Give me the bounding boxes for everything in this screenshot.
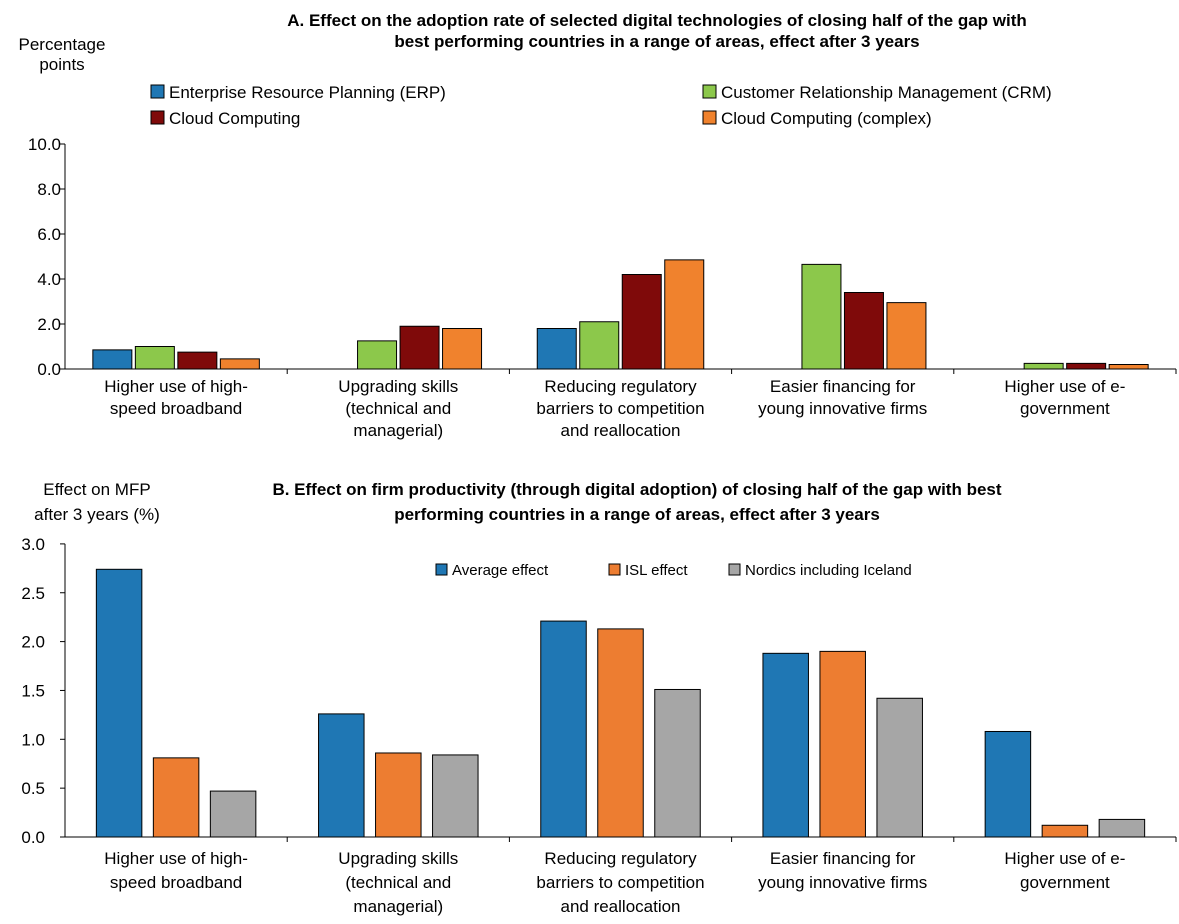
x-tick-label: young innovative firms — [758, 873, 927, 892]
y-tick-label: 10.0 — [28, 135, 61, 154]
x-tick-label: Upgrading skills — [338, 849, 458, 868]
bar — [819, 650, 866, 838]
bar — [209, 790, 257, 838]
y-axis-label: points — [39, 55, 84, 74]
y-tick-label: 2.5 — [21, 584, 45, 603]
legend-label: Cloud Computing — [169, 109, 300, 128]
bar — [654, 688, 701, 838]
bar — [664, 259, 705, 370]
y-tick-label: 0.5 — [21, 779, 45, 798]
bar — [92, 349, 133, 370]
x-tick-label: Higher use of e- — [1004, 377, 1125, 396]
bar — [1041, 824, 1089, 838]
y-tick-label: 3.0 — [21, 535, 45, 554]
x-tick-label: and reallocation — [560, 897, 680, 916]
legend-swatch — [702, 110, 717, 125]
bar — [177, 351, 218, 370]
y-axis-label: after 3 years (%) — [34, 505, 160, 524]
y-tick-label: 2.0 — [21, 633, 45, 652]
bar — [219, 358, 260, 370]
bar — [801, 263, 842, 370]
x-tick-label: speed broadband — [110, 399, 242, 418]
x-tick-label: managerial) — [353, 897, 443, 916]
bar — [536, 328, 577, 370]
y-axis-label: Percentage — [19, 35, 106, 54]
bar — [399, 325, 440, 370]
legend: Average effect ISL effect Nordics includin… — [435, 562, 912, 579]
x-tick-label: speed broadband — [110, 873, 242, 892]
x-tick-label: government — [1020, 873, 1110, 892]
x-tick-label: Reducing regulatory — [544, 377, 697, 396]
legend-label: Average effect — [452, 562, 549, 579]
legend-label: Nordics including Iceland — [745, 562, 912, 579]
bar — [876, 697, 923, 838]
y-tick-label: 0.0 — [37, 360, 61, 379]
y-tick-label: 2.0 — [37, 315, 61, 334]
chart-panel-b: B. Effect on firm productivity (through … — [21, 480, 1177, 916]
x-tick-label: Easier financing for — [770, 377, 916, 396]
x-tick-label: government — [1020, 399, 1110, 418]
x-tick-label: and reallocation — [560, 421, 680, 440]
y-axis-label: Effect on MFP — [43, 480, 150, 499]
bar — [442, 328, 483, 370]
chart-title: A. Effect on the adoption rate of select… — [287, 11, 1027, 30]
bar — [843, 292, 884, 370]
chart-panel-a: A. Effect on the adoption rate of select… — [19, 11, 1177, 440]
legend-swatch — [702, 84, 717, 99]
bar — [318, 713, 365, 838]
bar — [762, 652, 809, 838]
bar — [375, 752, 422, 838]
chart-title: best performing countries in a range of … — [394, 32, 919, 51]
y-tick-label: 1.0 — [21, 730, 45, 749]
legend-swatch — [150, 84, 165, 99]
x-tick-label: (technical and — [345, 399, 451, 418]
bar — [357, 340, 398, 370]
bar — [134, 346, 175, 370]
bar — [597, 628, 644, 838]
bar — [1098, 818, 1146, 838]
bar — [152, 757, 200, 838]
y-tick-label: 4.0 — [37, 270, 61, 289]
bar — [540, 620, 587, 838]
legend: Enterprise Resource Planning (ERP) Custom… — [150, 83, 1052, 128]
y-tick-label: 6.0 — [37, 225, 61, 244]
legend-swatch — [608, 563, 621, 576]
legend-swatch — [150, 110, 165, 125]
x-tick-label: young innovative firms — [758, 399, 927, 418]
bar — [1066, 362, 1107, 370]
bar — [432, 754, 479, 838]
bar — [984, 730, 1032, 838]
chart-title: performing countries in a range of areas… — [394, 505, 880, 524]
bar — [886, 302, 927, 370]
x-tick-label: Easier financing for — [770, 849, 916, 868]
legend-swatch — [728, 563, 741, 576]
x-tick-label: Reducing regulatory — [544, 849, 697, 868]
bar — [621, 274, 662, 370]
legend-label: Enterprise Resource Planning (ERP) — [169, 83, 446, 102]
legend-label: Cloud Computing (complex) — [721, 109, 932, 128]
y-tick-label: 8.0 — [37, 180, 61, 199]
x-tick-label: managerial) — [353, 421, 443, 440]
y-tick-label: 0.0 — [21, 828, 45, 847]
x-tick-label: barriers to competition — [536, 399, 704, 418]
bar — [579, 321, 620, 370]
bar — [1108, 364, 1149, 370]
x-tick-label: Upgrading skills — [338, 377, 458, 396]
bar — [95, 568, 143, 838]
chart-title: B. Effect on firm productivity (through … — [272, 480, 1001, 499]
y-tick-label: 1.5 — [21, 681, 45, 700]
x-tick-label: Higher use of high- — [104, 849, 248, 868]
legend-swatch — [435, 563, 448, 576]
x-tick-label: barriers to competition — [536, 873, 704, 892]
x-tick-label: Higher use of e- — [1004, 849, 1125, 868]
x-tick-label: (technical and — [345, 873, 451, 892]
bar — [1023, 362, 1064, 370]
x-tick-label: Higher use of high- — [104, 377, 248, 396]
legend-label: Customer Relationship Management (CRM) — [721, 83, 1052, 102]
legend-label: ISL effect — [625, 562, 688, 579]
